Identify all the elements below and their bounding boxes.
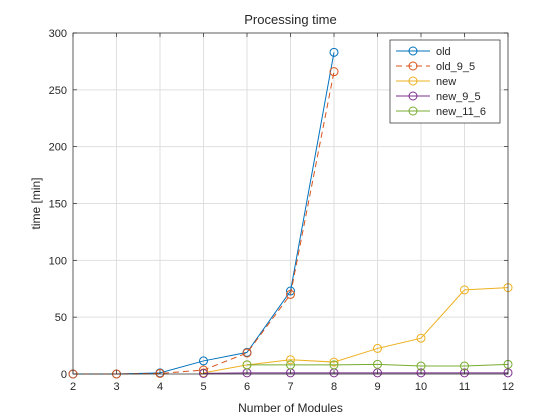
series-line [203,287,509,374]
legend-marker [408,91,418,101]
x-axis-label: Number of Modules [238,401,343,415]
data-point [286,289,295,299]
data-point [373,359,382,369]
data-point [286,360,295,370]
x-tick-label: 8 [331,381,337,393]
series-line [247,363,509,367]
legend-marker [408,76,418,86]
data-point [373,343,382,353]
data-point [329,357,339,367]
x-tick-label: 11 [459,381,470,393]
data-point [199,356,208,366]
x-tick-label: 5 [200,381,206,393]
legend-label: new_9_5 [436,91,481,103]
legend-marker [408,46,418,56]
axis-ticks: 2 3 4 5 6 7 8 9 10 11 12 0 50 100 150 200 250 300 [49,28,514,393]
data-point [416,333,426,343]
data-point [242,348,252,358]
y-tick-label: 200 [49,142,67,154]
y-axis-label: time [min] [29,177,43,229]
legend-label: new [436,76,456,88]
series-line [203,372,508,374]
data-point [286,286,295,296]
x-tick-label: 4 [157,381,163,393]
x-tick-label: 12 [502,381,514,393]
x-tick-label: 2 [70,381,76,393]
legend-label: old [436,46,451,58]
legend-entry: new_9_5 [396,91,481,103]
y-tick-label: 250 [49,85,67,97]
data-point [199,368,208,378]
x-tick-label: 7 [287,381,293,393]
chart-title: Processing time [244,12,336,27]
data-point [373,368,382,378]
legend-entry: new_11_6 [396,106,486,118]
data-point [286,355,295,365]
data-point [242,360,252,370]
legend-entry: new [396,76,456,88]
x-tick-label: 3 [113,381,119,393]
x-tick-label: 6 [244,381,250,393]
y-tick-label: 300 [49,28,67,40]
data-point [416,368,426,378]
legend-entry: old_9_5 [396,61,475,73]
legend-entry: old [396,46,451,58]
x-tick-label: 9 [374,381,380,393]
data-point [329,67,339,77]
y-tick-label: 0 [61,369,67,381]
data-point [329,360,339,370]
data-point [155,368,165,378]
series-new_9_5 [199,368,513,378]
y-tick-label: 50 [55,312,67,324]
legend-marker [408,106,418,116]
y-tick-label: 150 [49,199,67,211]
legend-label: old_9_5 [436,61,475,73]
data-point [460,285,469,295]
legend-marker [408,61,418,71]
x-tick-label: 10 [415,381,427,393]
legend-label: new_11_6 [436,106,486,118]
data-point [460,368,469,378]
y-tick-label: 100 [49,255,67,267]
data-point [329,47,339,57]
